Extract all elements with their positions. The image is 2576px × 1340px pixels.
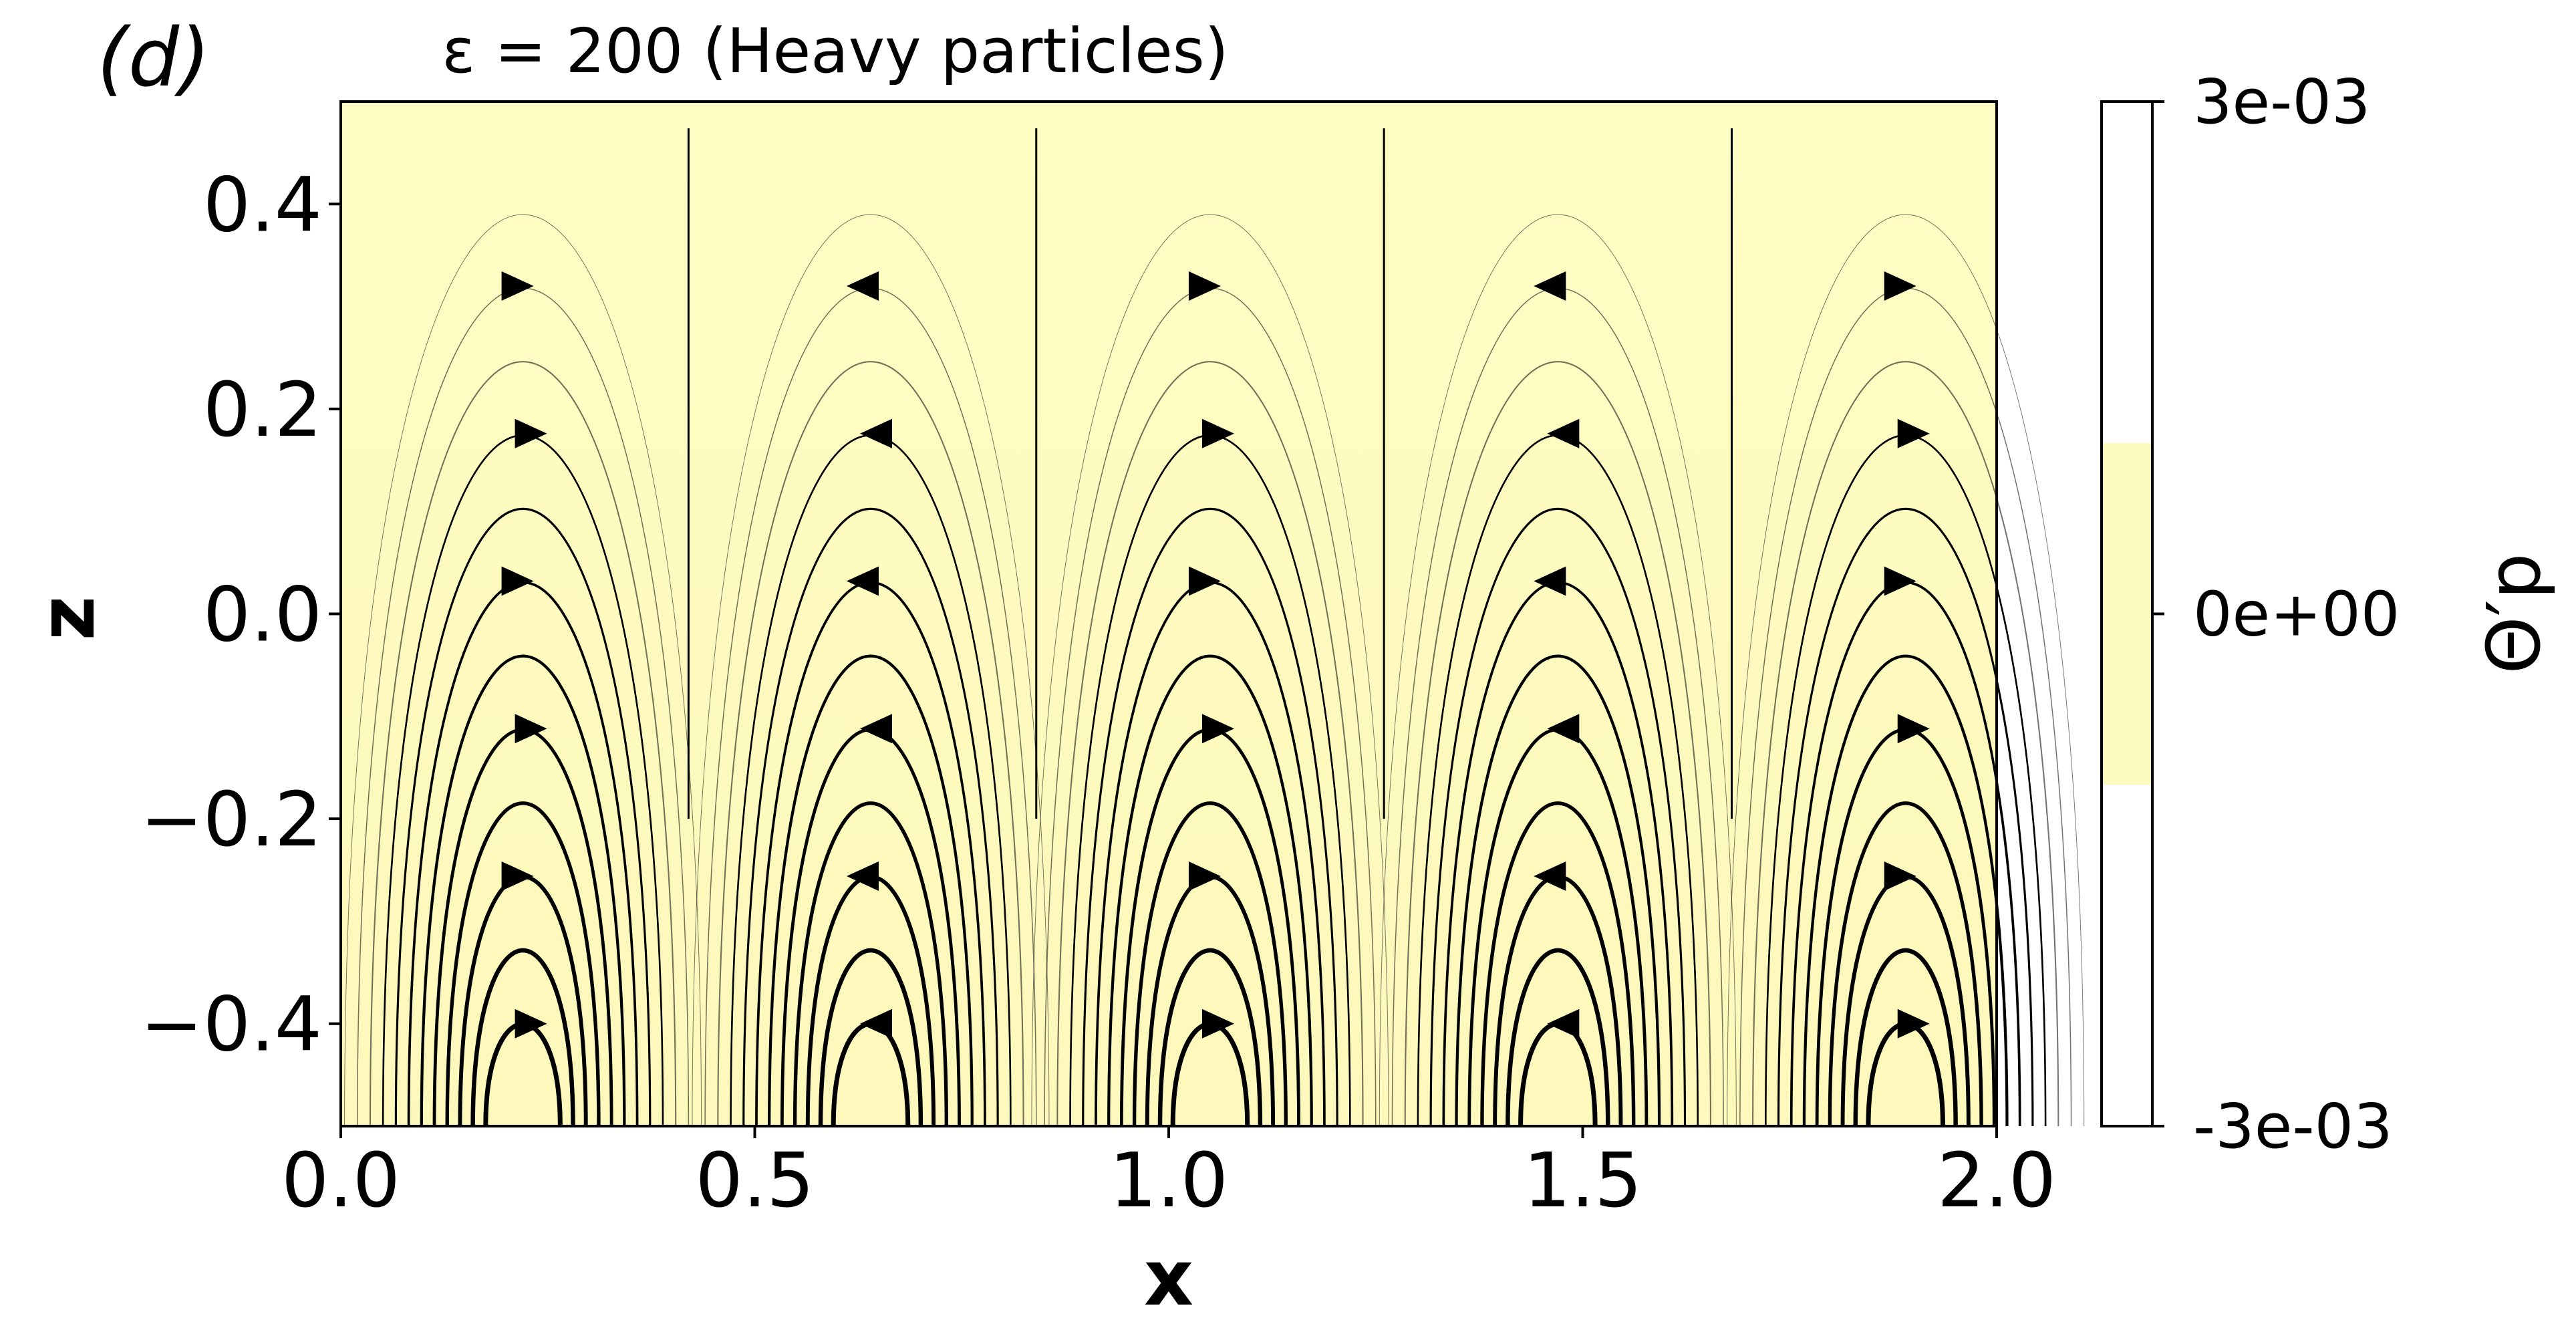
chart-title: ε = 200 (Heavy particles) bbox=[442, 15, 1228, 87]
y-tick-label: −0.4 bbox=[140, 982, 322, 1069]
streamline bbox=[369, 361, 677, 1127]
stream-arrow bbox=[1884, 271, 1916, 301]
stream-arrow bbox=[1188, 271, 1221, 301]
stream-arrow bbox=[1884, 566, 1916, 596]
stream-arrow bbox=[859, 418, 892, 448]
x-tick-label: 0.0 bbox=[281, 1137, 400, 1224]
x-tick-label: 1.0 bbox=[1109, 1137, 1228, 1224]
streamline bbox=[1157, 948, 1263, 1127]
streamline bbox=[1056, 361, 1364, 1127]
stream-arrow bbox=[1884, 861, 1916, 891]
stream-arrow bbox=[1188, 566, 1221, 596]
stream-arrow bbox=[1547, 1009, 1580, 1039]
stream-arrow bbox=[501, 861, 534, 891]
streamline bbox=[717, 361, 1024, 1127]
y-tick-label: 0.4 bbox=[203, 162, 322, 249]
plot-area bbox=[339, 100, 2085, 1127]
x-axis-ticks: 0.0 0.5 1.0 1.5 2.0 bbox=[281, 1126, 2056, 1224]
streamline bbox=[1429, 507, 1687, 1127]
x-tick-label: 2.0 bbox=[1937, 1137, 2056, 1224]
streamline bbox=[445, 801, 601, 1127]
streamline bbox=[1107, 654, 1313, 1127]
streamline bbox=[818, 948, 923, 1127]
stream-arrow bbox=[515, 1009, 547, 1039]
stream-arrow bbox=[1547, 714, 1580, 744]
streamline bbox=[1379, 214, 1737, 1127]
y-axis-ticks: 0.4 0.2 0.0 −0.2 −0.4 bbox=[140, 162, 341, 1069]
streamline bbox=[1853, 948, 1958, 1127]
streamline bbox=[1480, 801, 1636, 1127]
stream-arrow bbox=[1547, 418, 1580, 448]
streamline bbox=[742, 507, 999, 1127]
stream-arrow bbox=[501, 566, 534, 596]
stream-arrow bbox=[1897, 1009, 1930, 1039]
stream-arrow bbox=[1201, 1009, 1234, 1039]
streamline bbox=[1031, 214, 1389, 1127]
stream-arrow bbox=[846, 271, 879, 301]
stream-arrow bbox=[1897, 418, 1930, 448]
x-tick-label: 1.5 bbox=[1523, 1137, 1642, 1224]
colorbar-label: Θ′p bbox=[2471, 553, 2557, 674]
y-tick-label: −0.2 bbox=[140, 777, 322, 863]
streamline bbox=[793, 801, 949, 1127]
streamline bbox=[344, 214, 702, 1127]
streamlines-group bbox=[344, 128, 2085, 1127]
streamline bbox=[1727, 214, 2085, 1127]
panel-label: (d) bbox=[97, 12, 210, 105]
streamline bbox=[768, 654, 974, 1127]
stream-arrow bbox=[846, 861, 879, 891]
stream-arrows-group bbox=[501, 271, 1930, 1039]
colorbar: 3e-03 0e+00 -3e-03 Θ′p bbox=[2100, 66, 2557, 1162]
streamline bbox=[1082, 507, 1338, 1127]
streamline bbox=[1752, 361, 2059, 1127]
streamline bbox=[1404, 361, 1711, 1127]
streamline bbox=[1132, 801, 1288, 1127]
streamline bbox=[1777, 507, 2034, 1127]
streamline bbox=[1828, 801, 1983, 1127]
stream-arrow bbox=[846, 566, 879, 596]
y-tick-label: 0.0 bbox=[203, 572, 322, 659]
colorbar-band bbox=[2103, 443, 2151, 785]
streamline bbox=[1802, 654, 2009, 1127]
streamline bbox=[692, 214, 1050, 1127]
stream-arrow bbox=[1201, 418, 1234, 448]
y-tick-label: 0.2 bbox=[203, 367, 322, 454]
stream-arrow bbox=[515, 418, 547, 448]
stream-arrow bbox=[859, 1009, 892, 1039]
colorbar-tick-label: -3e-03 bbox=[2193, 1091, 2393, 1162]
colorbar-tick-label: 3e-03 bbox=[2193, 66, 2370, 138]
stream-arrow bbox=[1534, 566, 1566, 596]
colorbar-ticks: 3e-03 0e+00 -3e-03 bbox=[2152, 66, 2400, 1162]
stream-arrow bbox=[1897, 714, 1930, 744]
streamline bbox=[420, 654, 626, 1127]
stream-arrow bbox=[1188, 861, 1221, 891]
stream-arrow bbox=[859, 714, 892, 744]
stream-arrow bbox=[1534, 271, 1566, 301]
colorbar-tick-label: 0e+00 bbox=[2193, 579, 2400, 650]
x-tick-label: 0.5 bbox=[695, 1137, 814, 1224]
stream-arrow bbox=[501, 271, 534, 301]
y-axis-label: z bbox=[23, 596, 112, 641]
x-axis-label: x bbox=[1144, 1234, 1193, 1323]
stream-arrow bbox=[1534, 861, 1566, 891]
stream-arrow bbox=[1201, 714, 1234, 744]
streamline bbox=[470, 948, 575, 1127]
streamline bbox=[1506, 948, 1610, 1127]
streamline bbox=[1455, 654, 1661, 1127]
stream-arrow bbox=[515, 714, 547, 744]
streamline bbox=[394, 507, 652, 1127]
